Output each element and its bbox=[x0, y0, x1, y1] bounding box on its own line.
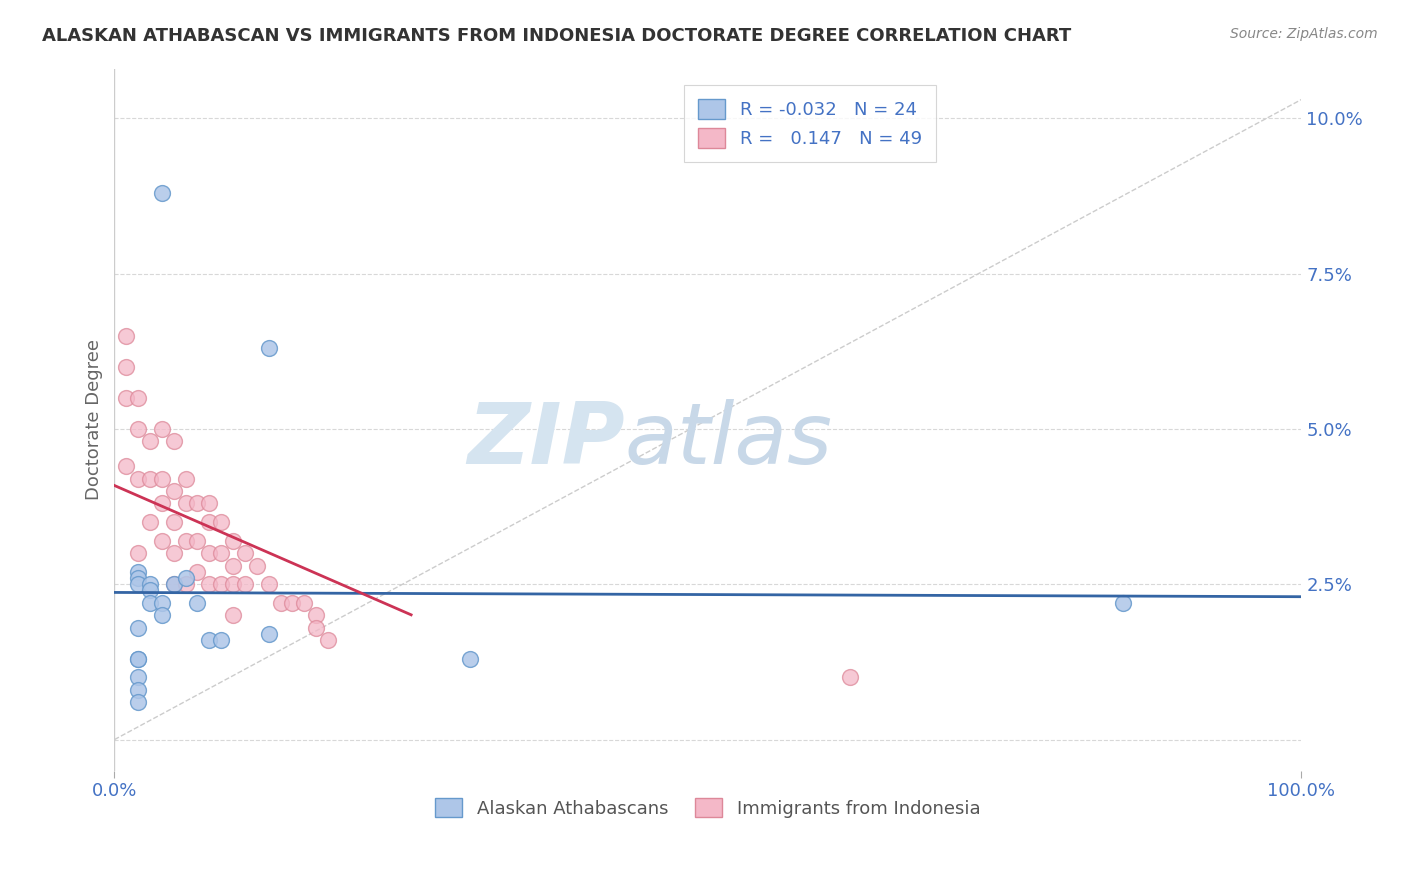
Point bbox=[127, 621, 149, 635]
Point bbox=[127, 565, 149, 579]
Text: ALASKAN ATHABASCAN VS IMMIGRANTS FROM INDONESIA DOCTORATE DEGREE CORRELATION CHA: ALASKAN ATHABASCAN VS IMMIGRANTS FROM IN… bbox=[42, 27, 1071, 45]
Point bbox=[209, 515, 232, 529]
Point bbox=[139, 577, 162, 591]
Point bbox=[209, 633, 232, 648]
Point bbox=[198, 546, 221, 560]
Point bbox=[127, 571, 149, 585]
Point bbox=[198, 515, 221, 529]
Point bbox=[257, 577, 280, 591]
Point bbox=[305, 621, 328, 635]
Point bbox=[150, 496, 173, 510]
Point bbox=[139, 434, 162, 449]
Point bbox=[186, 496, 208, 510]
Point bbox=[127, 391, 149, 405]
Point bbox=[198, 633, 221, 648]
Point bbox=[316, 633, 339, 648]
Point bbox=[115, 391, 138, 405]
Point bbox=[270, 596, 292, 610]
Point bbox=[127, 472, 149, 486]
Text: Source: ZipAtlas.com: Source: ZipAtlas.com bbox=[1230, 27, 1378, 41]
Point bbox=[174, 577, 197, 591]
Point bbox=[233, 577, 256, 591]
Point bbox=[186, 596, 208, 610]
Point bbox=[127, 682, 149, 697]
Point bbox=[222, 533, 245, 548]
Point bbox=[163, 546, 186, 560]
Point bbox=[139, 515, 162, 529]
Point bbox=[127, 422, 149, 436]
Point bbox=[257, 341, 280, 355]
Point bbox=[150, 608, 173, 623]
Point bbox=[292, 596, 315, 610]
Text: atlas: atlas bbox=[624, 400, 832, 483]
Point bbox=[174, 496, 197, 510]
Point bbox=[150, 422, 173, 436]
Point bbox=[198, 496, 221, 510]
Point bbox=[281, 596, 304, 610]
Point bbox=[127, 577, 149, 591]
Point bbox=[163, 577, 186, 591]
Point bbox=[150, 472, 173, 486]
Point bbox=[115, 328, 138, 343]
Point bbox=[127, 546, 149, 560]
Point bbox=[257, 627, 280, 641]
Point bbox=[127, 652, 149, 666]
Point bbox=[305, 608, 328, 623]
Y-axis label: Doctorate Degree: Doctorate Degree bbox=[86, 339, 103, 500]
Legend: Alaskan Athabascans, Immigrants from Indonesia: Alaskan Athabascans, Immigrants from Ind… bbox=[427, 791, 987, 825]
Point bbox=[233, 546, 256, 560]
Point bbox=[198, 577, 221, 591]
Point bbox=[1112, 596, 1135, 610]
Point bbox=[115, 459, 138, 474]
Point bbox=[127, 671, 149, 685]
Point bbox=[460, 652, 482, 666]
Point bbox=[163, 515, 186, 529]
Point bbox=[174, 533, 197, 548]
Point bbox=[209, 546, 232, 560]
Point bbox=[115, 359, 138, 374]
Point bbox=[222, 577, 245, 591]
Point bbox=[839, 671, 862, 685]
Point bbox=[127, 695, 149, 709]
Point bbox=[222, 608, 245, 623]
Point bbox=[150, 596, 173, 610]
Point bbox=[209, 577, 232, 591]
Point bbox=[163, 434, 186, 449]
Point bbox=[174, 571, 197, 585]
Point bbox=[222, 558, 245, 573]
Point bbox=[127, 652, 149, 666]
Point bbox=[139, 583, 162, 598]
Point bbox=[174, 472, 197, 486]
Point bbox=[139, 472, 162, 486]
Point bbox=[186, 565, 208, 579]
Point bbox=[139, 596, 162, 610]
Point bbox=[246, 558, 269, 573]
Point bbox=[163, 577, 186, 591]
Point bbox=[150, 533, 173, 548]
Point bbox=[163, 484, 186, 499]
Point bbox=[186, 533, 208, 548]
Text: ZIP: ZIP bbox=[467, 400, 624, 483]
Point bbox=[150, 186, 173, 200]
